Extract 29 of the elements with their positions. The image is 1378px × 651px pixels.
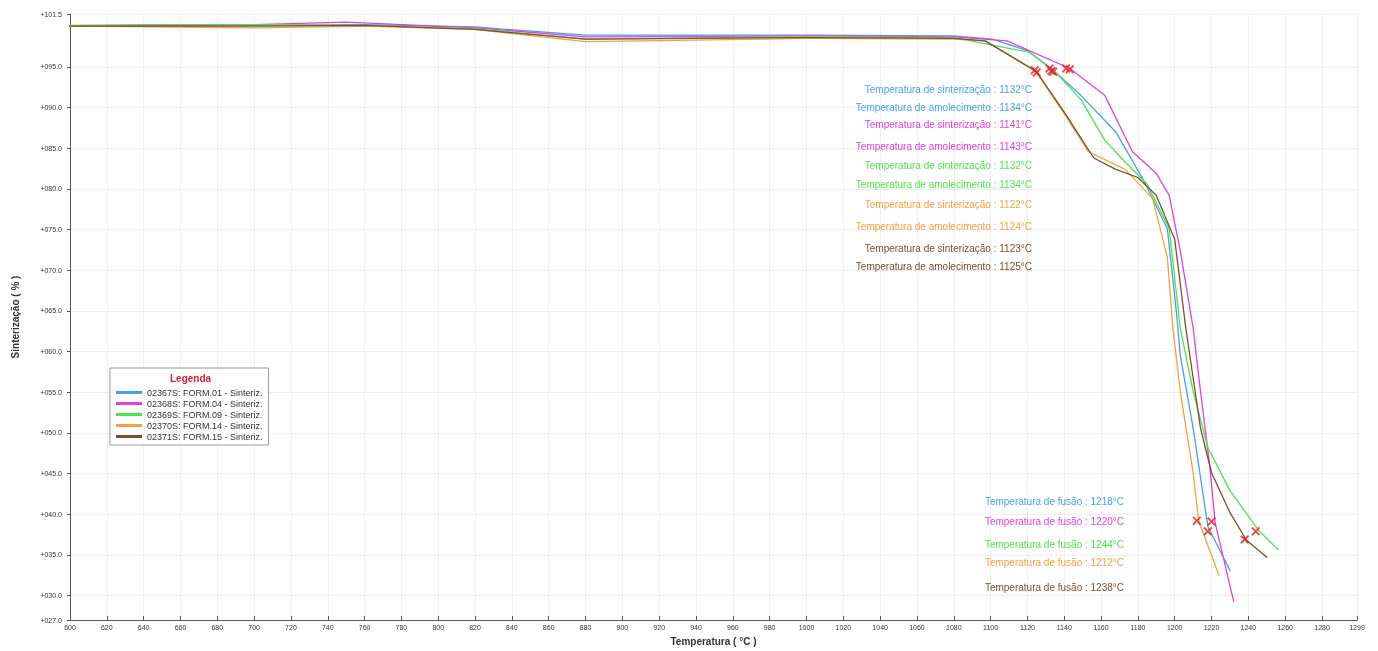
y-axis-title: Sinterização ( % ) <box>9 275 21 359</box>
point <box>1203 526 1213 536</box>
annotation: Temperatura de amolecimento : 1143°C <box>855 140 1032 152</box>
legend-label: 02370S: FORM.14 - Sinteriz. <box>147 420 263 431</box>
annotation: Temperatura de amolecimento : 1134°C <box>855 178 1032 190</box>
legend-label: 02369S: FORM.09 - Sinteriz. <box>147 409 263 420</box>
point <box>1207 517 1217 527</box>
annotation: Temperatura de amolecimento : 1124°C <box>855 220 1032 232</box>
x-axis-title: Temperatura ( °C ) <box>670 635 757 647</box>
annotation: Temperatura de fusão : 1238°C <box>984 581 1124 593</box>
annotation: Temperatura de fusão : 1220°C <box>984 515 1124 527</box>
annotation: Temperatura de fusão : 1218°C <box>984 495 1124 507</box>
annotation: Temperatura de fusão : 1244°C <box>984 538 1124 550</box>
annotation: Temperatura de sinterização : 1122°C <box>864 198 1032 210</box>
annotation: Temperatura de sinterização : 1132°C <box>864 83 1032 95</box>
annotation: Temperatura de sinterização : 1123°C <box>864 242 1032 254</box>
legend-title: Legenda <box>170 372 212 384</box>
point <box>1065 64 1075 74</box>
annotation: Temperatura de amolecimento : 1125°C <box>855 260 1032 272</box>
point <box>1240 534 1250 544</box>
annotation: Temperatura de sinterização : 1141°C <box>864 118 1032 130</box>
annotation: Temperatura de amolecimento : 1134°C <box>855 101 1032 113</box>
annotation: Temperatura de sinterização : 1132°C <box>864 159 1032 171</box>
point <box>1251 526 1261 536</box>
legend-label: 02371S: FORM.15 - Sinteriz. <box>147 431 263 442</box>
annotation: Temperatura de fusão : 1212°C <box>984 556 1124 568</box>
legend-label: 02368S: FORM.04 - Sinteriz. <box>147 398 263 409</box>
point <box>1192 516 1202 526</box>
legend-label: 02367S: FORM.01 - Sinteriz. <box>147 387 263 398</box>
